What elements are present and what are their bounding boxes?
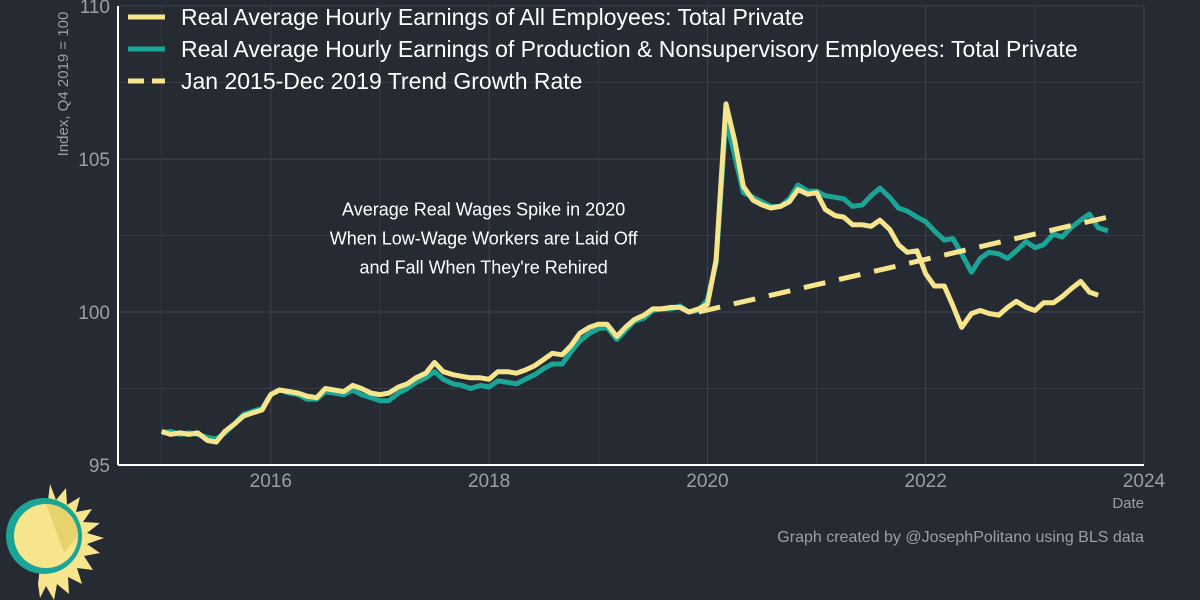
- credit-text: Graph created by @JosephPolitano using B…: [777, 529, 1144, 546]
- legend-label-2: Real Average Hourly Earnings of Producti…: [181, 36, 1078, 62]
- annotation-line: When Low-Wage Workers are Laid Off: [330, 229, 639, 249]
- series-line-3: [699, 217, 1108, 312]
- legend-label-1: Real Average Hourly Earnings of All Empl…: [181, 4, 804, 30]
- x-tick-label: 2016: [250, 471, 292, 492]
- annotation: Average Real Wages Spike in 2020 When Low…: [330, 200, 639, 278]
- y-tick-label: 105: [78, 150, 110, 171]
- x-tick-label: 2020: [686, 471, 728, 492]
- x-axis-title: Date: [1112, 495, 1144, 512]
- x-tick-label: 2022: [905, 471, 947, 492]
- sun-logo: [6, 484, 104, 600]
- annotation-line: Average Real Wages Spike in 2020: [342, 200, 625, 220]
- legend: Real Average Hourly Earnings of All Empl…: [128, 4, 1078, 94]
- series-line-2: [162, 119, 1108, 439]
- y-tick-label: 95: [89, 456, 110, 477]
- series-layer: [162, 104, 1108, 442]
- y-tick-label: 110: [80, 0, 110, 18]
- y-axis-title: Index, Q4 2019 = 100: [55, 12, 72, 157]
- series-line-1: [162, 104, 1098, 442]
- legend-label-3: Jan 2015-Dec 2019 Trend Growth Rate: [181, 68, 582, 94]
- annotation-line: and Fall When They're Rehired: [360, 258, 608, 278]
- x-tick-label: 2018: [468, 471, 510, 492]
- x-tick-label: 2024: [1123, 471, 1166, 492]
- chart-canvas: 95 100 105 110 2016 2018 2020 2022 2024 Average …: [0, 0, 1200, 600]
- y-tick-label: 100: [78, 303, 110, 324]
